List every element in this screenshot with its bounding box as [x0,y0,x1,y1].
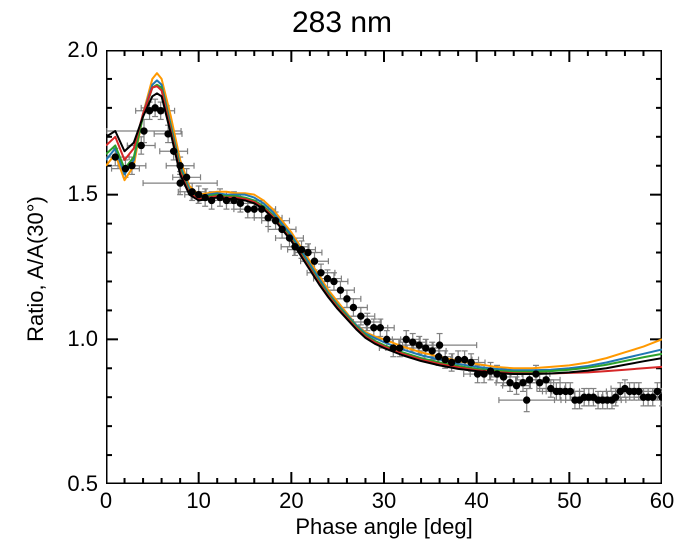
data-point [265,215,271,221]
data-point [500,374,506,380]
data-point [536,380,542,386]
x-tick-label: 20 [271,488,311,514]
data-point [177,163,183,169]
data-point [423,345,429,351]
data-point [298,246,304,252]
y-tick-label: 0.5 [67,471,98,497]
model-curve [106,73,662,368]
data-point [416,342,422,348]
data-point [122,165,128,171]
chart-title: 283 nm [0,6,684,40]
data-point [513,382,519,388]
data-point [468,359,474,365]
data-point [350,304,356,310]
data-point [390,345,396,351]
data-point [177,180,183,186]
data-point [279,226,285,232]
data-point [195,191,201,197]
data-point [410,339,416,345]
data-point [305,249,311,255]
data-point [524,397,530,403]
x-tick-label: 60 [642,488,682,514]
data-point [507,380,513,386]
data-point [481,371,487,377]
data-point [526,377,532,383]
data-point [520,380,526,386]
data-point [245,206,251,212]
y-tick-label: 1.0 [67,326,98,352]
data-point [189,189,195,195]
data-point [461,356,467,362]
data-point [141,128,147,134]
model-curve [106,85,662,372]
data-point [286,235,292,241]
data-point [324,275,330,281]
model-curve [106,80,662,370]
data-point [112,154,118,160]
data-point [223,197,229,203]
model-curve [106,93,662,374]
data-point [157,108,163,114]
chart-figure: 283 nm Ratio, A/A(30°) Phase angle [deg]… [0,0,684,536]
data-point [272,218,278,224]
data-point [129,163,135,169]
data-point [311,258,317,264]
x-tick-label: 30 [364,488,404,514]
y-axis-label: Ratio, A/A(30°) [23,52,49,486]
data-point [231,197,237,203]
data-point [543,377,549,383]
x-tick-label: 10 [179,488,219,514]
x-tick-label: 50 [549,488,589,514]
data-point [337,287,343,293]
data-point [377,325,383,331]
data-point [659,394,662,400]
data-point [474,371,480,377]
data-point [138,142,144,148]
data-point [258,206,264,212]
data-point [455,356,461,362]
x-tick-label: 40 [457,488,497,514]
data-point [612,394,618,400]
data-point [364,319,370,325]
data-point [237,200,243,206]
data-point [183,174,189,180]
data-point [217,194,223,200]
data-point [636,388,642,394]
data-point [251,206,257,212]
y-tick-label: 1.5 [67,181,98,207]
data-point [435,353,441,359]
data-point [371,325,377,331]
data-point [202,194,208,200]
chart-plot-area [106,50,662,484]
data-point [318,270,324,276]
data-point [654,388,660,394]
data-point [494,371,500,377]
data-point [384,336,390,342]
data-point [650,394,656,400]
data-point [533,371,539,377]
y-tick-label: 2.0 [67,37,98,63]
data-point [344,296,350,302]
data-point [292,244,298,250]
data-point [397,345,403,351]
data-point [170,148,176,154]
data-point [208,197,214,203]
data-point [448,359,454,365]
data-point [429,348,435,354]
data-point [403,336,409,342]
data-point [567,388,573,394]
data-point [358,313,364,319]
data-point [165,131,171,137]
x-axis-label: Phase angle [deg] [106,514,662,540]
data-point [331,278,337,284]
data-point [436,342,442,348]
data-point [442,356,448,362]
data-point [487,368,493,374]
